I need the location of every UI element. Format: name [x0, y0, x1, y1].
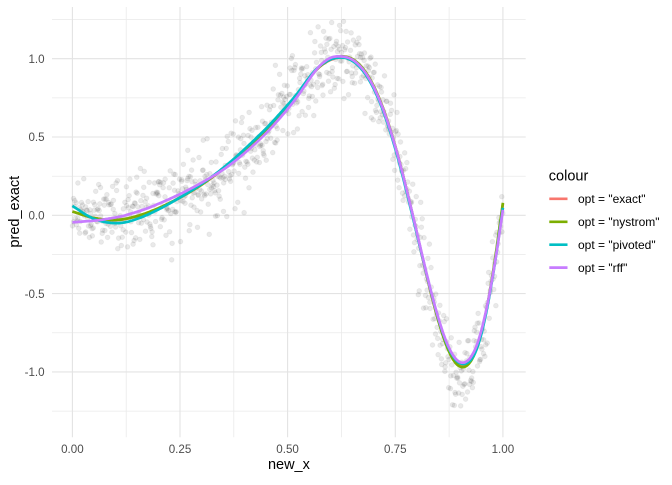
svg-text:opt = "rff": opt = "rff" — [578, 261, 627, 275]
svg-text:0.00: 0.00 — [61, 443, 84, 456]
svg-text:0.50: 0.50 — [276, 443, 299, 456]
svg-text:-0.5: -0.5 — [25, 288, 45, 301]
svg-text:opt = "nystrom": opt = "nystrom" — [578, 215, 660, 229]
svg-text:pred_exact: pred_exact — [7, 176, 23, 248]
svg-text:1.00: 1.00 — [492, 443, 515, 456]
svg-text:0.0: 0.0 — [28, 210, 44, 223]
svg-text:-1.0: -1.0 — [25, 366, 45, 379]
svg-text:colour: colour — [549, 169, 589, 185]
svg-text:new_x: new_x — [268, 457, 311, 473]
svg-text:opt = "exact": opt = "exact" — [578, 192, 646, 206]
svg-text:0.5: 0.5 — [28, 131, 44, 144]
svg-text:0.25: 0.25 — [169, 443, 192, 456]
svg-text:1.0: 1.0 — [28, 53, 44, 66]
svg-text:opt = "pivoted": opt = "pivoted" — [578, 238, 656, 252]
svg-text:0.75: 0.75 — [384, 443, 407, 456]
